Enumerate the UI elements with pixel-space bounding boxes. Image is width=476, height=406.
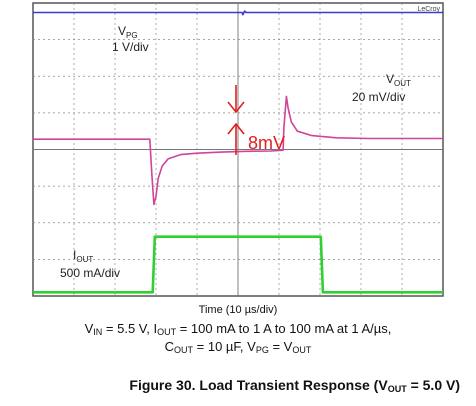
figure-title: Figure 30. Load Transient Response (VOUT… [129, 377, 460, 394]
instrument-label: LeCroy [417, 6, 440, 13]
delta-arrowhead-up [227, 122, 245, 135]
vpg-channel-label: VPG [118, 24, 138, 40]
traces [33, 10, 443, 294]
trace-iout [33, 235, 443, 294]
iout-channel-label: IOUT [73, 248, 93, 264]
trace-vout [33, 95, 443, 206]
vout-scale-label: 20 mV/div [352, 90, 405, 104]
iout-scale-label: 500 mA/div [60, 266, 120, 280]
delta-annotation: 8mV [227, 85, 285, 155]
x-axis-label: Time (10 µs/div) [199, 304, 278, 316]
caption-line-1: VIN = 5.5 V, IOUT = 100 mA to 1 A to 100… [84, 321, 392, 337]
vout-channel-label: VOUT [386, 72, 411, 88]
caption-line-2: COUT = 10 µF, VPG = VOUT [164, 339, 312, 355]
grid [33, 3, 443, 296]
trace-vpg [33, 10, 443, 16]
vpg-scale-label: 1 V/div [112, 40, 149, 54]
delta-label: 8mV [248, 133, 285, 153]
delta-arrowhead-down [227, 101, 245, 114]
